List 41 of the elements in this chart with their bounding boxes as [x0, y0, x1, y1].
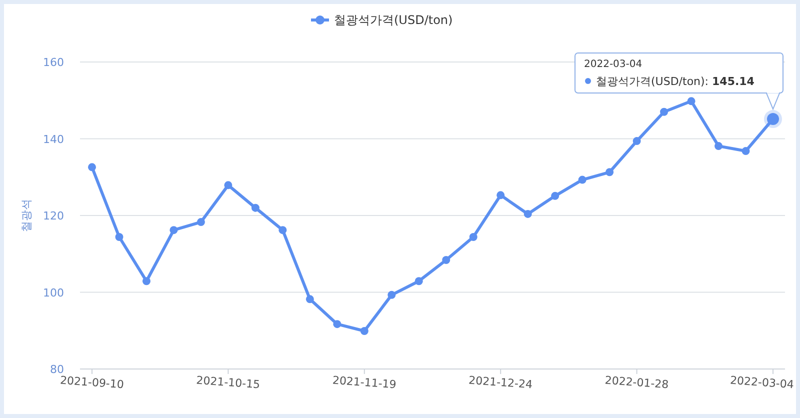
point	[551, 192, 560, 200]
point	[524, 210, 532, 218]
legend-label: 철광석가격(USD/ton)	[334, 13, 453, 27]
point	[742, 147, 750, 156]
point	[88, 163, 96, 172]
point	[687, 97, 696, 106]
x-tick-label: 2021-11-19	[332, 374, 397, 392]
y-axis-title: 철광석	[20, 199, 33, 232]
point	[333, 320, 342, 328]
picture-tooltip: 2022-03-04 철광석가격(USD/ton): 145.14	[574, 52, 784, 110]
point	[196, 218, 205, 226]
y-tick-label: 120	[43, 210, 64, 222]
point	[306, 295, 314, 304]
point	[360, 327, 368, 336]
point	[578, 176, 586, 184]
point	[442, 256, 450, 264]
point	[414, 277, 423, 286]
point	[632, 137, 641, 146]
point	[714, 142, 723, 150]
point	[170, 226, 178, 234]
annotation: 2022-03-04 철광석가격(USD/ton): 145.14	[584, 59, 755, 88]
legend: 철광석가격(USD/ton)	[311, 13, 453, 27]
x-tick-label: 2022-03-04	[730, 374, 794, 392]
point	[224, 181, 232, 190]
point	[496, 191, 505, 200]
point	[115, 232, 124, 241]
point	[142, 277, 150, 286]
point	[469, 232, 478, 241]
point	[278, 226, 287, 234]
y-tick-label: 140	[43, 132, 64, 146]
point	[606, 168, 614, 176]
y-tick-label: 80	[50, 363, 64, 376]
y-tick-label: 160	[43, 56, 64, 69]
x-tick-label: 2021-10-15	[196, 374, 261, 392]
y-tick-label: 100	[43, 286, 64, 300]
x-tick-label: 2021-12-24	[468, 374, 533, 392]
x-tick-label: 2022-01-28	[604, 374, 670, 392]
x-tick-label: 2021-09-10	[60, 374, 124, 392]
point	[660, 108, 668, 116]
point	[251, 204, 260, 212]
point	[388, 290, 396, 299]
